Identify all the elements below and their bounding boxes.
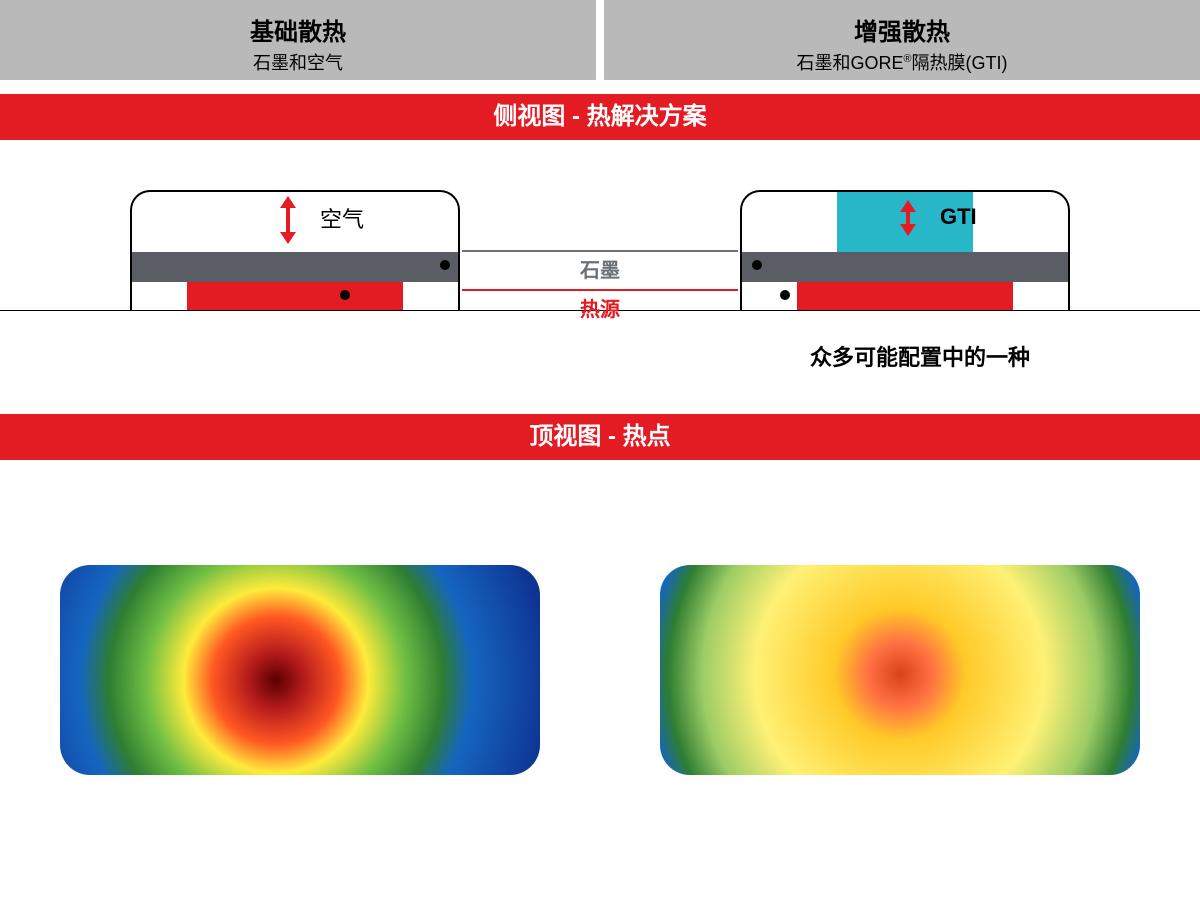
dot-heat-right	[780, 290, 790, 300]
heat-source-right	[797, 282, 1013, 310]
header-row: 基础散热 石墨和空气 增强散热 石墨和GORE®隔热膜(GTI)	[0, 0, 1200, 80]
header-enhanced: 增强散热 石墨和GORE®隔热膜(GTI)	[604, 0, 1200, 80]
arrow-gti	[900, 200, 916, 236]
graphite-layer-right	[742, 252, 1068, 282]
dot-graphite-left	[440, 260, 450, 270]
header-basic-sub: 石墨和空气	[0, 49, 596, 75]
arrow-air	[280, 196, 296, 244]
label-graphite: 石墨	[462, 250, 738, 283]
heatmap-enhanced	[660, 565, 1140, 775]
side-view-area: 空气 GTI 石墨 热源 众多可能配置中的一种	[0, 140, 1200, 400]
air-label: 空气	[320, 202, 364, 234]
header-basic: 基础散热 石墨和空气	[0, 0, 596, 80]
graphite-layer-left	[132, 252, 458, 282]
top-view-area	[0, 460, 1200, 820]
gti-label: GTI	[940, 204, 977, 230]
header-enhanced-title: 增强散热	[604, 12, 1200, 47]
band-side-view: 侧视图 - 热解决方案	[0, 94, 1200, 140]
dot-heat-left	[340, 290, 350, 300]
heat-source-left	[187, 282, 403, 310]
header-basic-title: 基础散热	[0, 12, 596, 47]
header-enhanced-sub: 石墨和GORE®隔热膜(GTI)	[604, 49, 1200, 75]
dot-graphite-right	[752, 260, 762, 270]
band-top-view: 顶视图 - 热点	[0, 414, 1200, 460]
label-heat: 热源	[462, 289, 738, 322]
heatmap-basic	[60, 565, 540, 775]
mid-labels: 石墨 热源	[462, 250, 738, 322]
header-gap	[596, 0, 604, 80]
config-note: 众多可能配置中的一种	[810, 340, 1030, 372]
